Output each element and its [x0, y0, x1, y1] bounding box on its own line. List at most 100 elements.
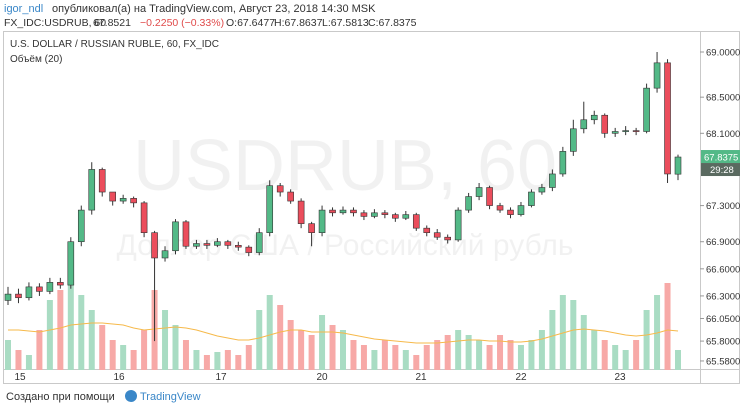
candle-body: [371, 212, 378, 217]
volume-bar: [203, 355, 210, 370]
y-tick-label: 66.0500: [706, 314, 740, 325]
watermark: USDRUB, 60: [133, 126, 557, 206]
volume-bar: [643, 310, 650, 370]
volume-bar: [245, 345, 252, 370]
last-price-box: [701, 150, 740, 164]
volume-bar: [46, 300, 53, 370]
high-val: H:67.8637: [274, 17, 323, 29]
volume-bar: [308, 335, 315, 370]
volume-bar: [580, 315, 587, 370]
y-tick-label: 66.3000: [706, 291, 740, 302]
volume-bar: [287, 320, 294, 370]
published: опубликовал(а) на TradingView.com, Авгус…: [52, 3, 376, 15]
candle-body: [496, 205, 504, 211]
volume-bar: [517, 345, 524, 370]
candle-body: [549, 173, 556, 188]
volume-bar: [381, 340, 388, 370]
x-tick-label: 20: [316, 372, 328, 383]
candle-body: [528, 191, 535, 206]
volume-ma: [8, 322, 679, 344]
candle-body: [161, 250, 169, 259]
last-price-label: 67.8375: [704, 153, 738, 164]
candle-body: [172, 221, 179, 252]
close-val: C:67.8375: [368, 17, 417, 29]
volume-bar: [675, 350, 681, 370]
candle-body: [255, 232, 263, 253]
frame: [3, 31, 740, 384]
candle-body: [276, 185, 284, 193]
candle-body: [517, 205, 525, 215]
candle-body: [182, 221, 190, 247]
volume-bar: [172, 325, 179, 370]
footer-brand[interactable]: TradingView: [140, 391, 201, 403]
candle-body: [109, 191, 116, 202]
volume-bar: [497, 335, 504, 370]
candle-body: [423, 227, 431, 233]
volume-bar: [15, 350, 22, 370]
candle-body: [67, 241, 75, 286]
volume-bar: [664, 283, 671, 370]
y-tick-label: 68.1000: [706, 129, 740, 140]
candle-body: [203, 243, 211, 246]
volume-bar: [465, 335, 472, 370]
volume-bar: [162, 310, 169, 370]
volume-bar: [612, 345, 619, 370]
y-tick-label: 68.5000: [706, 93, 740, 104]
volume-bar: [423, 345, 430, 370]
x-tick-label: 15: [14, 372, 26, 383]
volume-bar: [99, 325, 106, 370]
candle-body: [444, 236, 451, 241]
volume-bar: [486, 345, 493, 370]
volume-bar: [130, 350, 137, 370]
candle-body: [339, 209, 347, 214]
user[interactable]: igor_ndl: [4, 3, 43, 15]
volume-bar: [633, 340, 640, 370]
y-tick-label: 69.0000: [706, 48, 740, 59]
candle-body: [329, 209, 336, 214]
volume-bar: [601, 340, 608, 370]
volume-bar: [120, 345, 127, 370]
candle-body: [140, 202, 148, 233]
volume-bar: [182, 340, 189, 370]
candle-body: [632, 130, 640, 132]
volume-bar: [214, 352, 221, 370]
candle-body: [235, 245, 242, 248]
volume-bar: [88, 310, 95, 370]
volume-bar: [350, 340, 357, 370]
candle-body: [664, 62, 671, 175]
candle-body: [433, 232, 441, 238]
candle-body: [601, 114, 609, 134]
y-tick-label: 65.8000: [706, 337, 740, 348]
volume-bar: [434, 340, 441, 370]
volume-bar: [444, 335, 451, 370]
candle-body: [538, 187, 546, 193]
volume-bar: [109, 340, 116, 370]
volume-bar: [591, 330, 598, 370]
volume-bar: [266, 295, 273, 370]
y-tick-label: 66.6000: [706, 264, 740, 275]
candle-body: [590, 114, 598, 121]
candle-body: [287, 191, 294, 202]
candle-body: [245, 246, 253, 253]
volume-bar: [340, 330, 346, 370]
candle-body: [580, 119, 588, 130]
footer-text: Создано при помощи: [6, 391, 115, 403]
candle-body: [412, 214, 420, 229]
candle-body: [674, 156, 682, 175]
candle-body: [308, 223, 315, 233]
volume-bar: [413, 355, 420, 370]
candle-body: [507, 209, 514, 215]
chart-title: U.S. DOLLAR / RUSSIAN RUBLE, 60, FX_IDC: [10, 39, 219, 50]
open-val: O:67.6477: [226, 17, 275, 29]
candle-body: [318, 209, 326, 233]
volume-bar: [67, 285, 74, 370]
volume-bar: [476, 340, 483, 370]
candle-body: [570, 128, 577, 152]
x-tick-label: 22: [515, 372, 527, 383]
volume-bar: [549, 310, 556, 370]
candle-body: [224, 241, 232, 246]
candle-body: [57, 282, 64, 286]
volume-bar: [141, 330, 148, 370]
volume-bar: [329, 325, 336, 370]
